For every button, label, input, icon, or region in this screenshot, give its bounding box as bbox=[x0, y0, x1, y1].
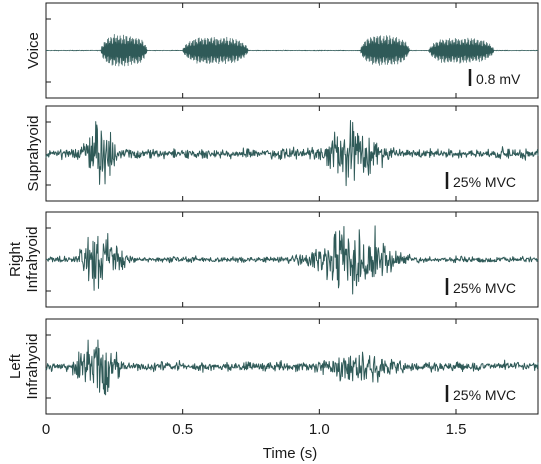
y-axis-label-line: Right bbox=[7, 241, 24, 277]
y-axis-label: LeftInfrahyoid bbox=[7, 334, 41, 400]
y-axis-label-line: Left bbox=[7, 353, 24, 379]
trace-voice bbox=[45, 34, 539, 67]
panel-voice: Voice 0.8 mV bbox=[25, 2, 539, 99]
trace-suprahyoid bbox=[45, 119, 539, 187]
x-tick-label: 1.0 bbox=[309, 421, 330, 438]
scale-bar-label: 25% MVC bbox=[453, 387, 516, 403]
trace-left-infrahyoid bbox=[45, 339, 539, 396]
scale-bar-label: 0.8 mV bbox=[476, 71, 521, 87]
x-axis-title: Time (s) bbox=[263, 445, 317, 462]
panel-suprahyoid: Suprahyoid 25% MVC bbox=[25, 105, 539, 202]
trace-right-infrahyoid bbox=[45, 225, 539, 295]
x-axis: 0 0.5 1.0 1.5 bbox=[42, 421, 467, 438]
panel-right-infrahyoid: RightInfrahyoid 25% MVC bbox=[7, 211, 539, 308]
x-tick-label: 1.5 bbox=[446, 421, 467, 438]
scale-bar-label: 25% MVC bbox=[453, 174, 516, 190]
y-axis-label: Voice bbox=[25, 32, 42, 69]
x-tick-label: 0 bbox=[42, 421, 50, 438]
panel-left-infrahyoid: LeftInfrahyoid 25% MVC bbox=[7, 318, 539, 415]
y-axis-label-line: Suprahyoid bbox=[25, 116, 42, 192]
y-axis-label-line: Infrahyoid bbox=[24, 334, 41, 400]
y-axis-label-line: Infrahyoid bbox=[24, 227, 41, 293]
scale-bar-label: 25% MVC bbox=[453, 280, 516, 296]
x-tick-label: 0.5 bbox=[172, 421, 193, 438]
y-axis-label: Suprahyoid bbox=[25, 116, 42, 192]
y-axis-label-line: Voice bbox=[25, 32, 42, 69]
y-axis-label: RightInfrahyoid bbox=[7, 227, 41, 293]
